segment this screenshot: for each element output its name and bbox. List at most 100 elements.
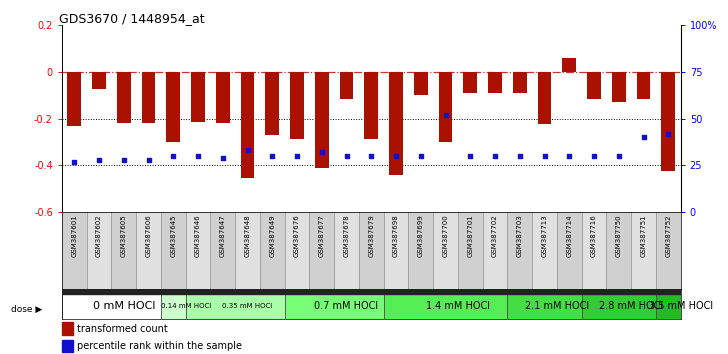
Bar (433, 212, 458, 289)
Bar (142, 72, 155, 123)
Point (192, 153, 204, 159)
Bar (464, 72, 477, 93)
Bar (235, 212, 260, 289)
Point (514, 153, 526, 159)
Bar (87, 212, 111, 289)
Text: 1.4 mM HOCl: 1.4 mM HOCl (426, 301, 490, 311)
Point (539, 153, 550, 159)
Text: GSM387605: GSM387605 (121, 215, 127, 257)
Point (489, 153, 501, 159)
Text: GSM387716: GSM387716 (591, 215, 597, 257)
Bar (285, 294, 384, 319)
Bar (285, 212, 309, 289)
Bar (538, 72, 551, 125)
Bar (62, 322, 73, 335)
Bar (216, 72, 229, 123)
Text: GSM387714: GSM387714 (566, 215, 572, 257)
Text: 0.7 mM HOCl: 0.7 mM HOCl (314, 301, 379, 311)
Bar (488, 72, 502, 93)
Bar (210, 212, 235, 289)
Point (68, 159, 80, 165)
Bar (266, 72, 279, 135)
Text: GSM387648: GSM387648 (245, 215, 250, 257)
Text: 0.35 mM HOCl: 0.35 mM HOCl (222, 303, 273, 309)
Text: GSM387677: GSM387677 (319, 215, 325, 257)
Point (662, 131, 674, 136)
Text: GSM387700: GSM387700 (443, 215, 448, 257)
Bar (631, 212, 656, 289)
Bar (167, 72, 180, 142)
Point (291, 153, 303, 159)
Bar (62, 340, 73, 352)
Bar (557, 212, 582, 289)
Bar (612, 72, 625, 102)
Bar (186, 212, 210, 289)
Text: 0.14 mM HOCl: 0.14 mM HOCl (160, 303, 211, 309)
Bar (62, 212, 87, 289)
Point (365, 153, 377, 159)
Text: GSM387606: GSM387606 (146, 215, 151, 257)
Bar (563, 58, 576, 72)
Text: transformed count: transformed count (77, 324, 168, 333)
Bar (439, 72, 452, 142)
Bar (161, 212, 186, 289)
Text: GSM387750: GSM387750 (616, 215, 622, 257)
Text: GSM387601: GSM387601 (71, 215, 77, 257)
Text: 2.1 mM HOCl: 2.1 mM HOCl (525, 301, 589, 311)
Text: 3.5 mM HOCl: 3.5 mM HOCl (649, 301, 713, 311)
Bar (606, 212, 631, 289)
Text: GSM387713: GSM387713 (542, 215, 547, 257)
Point (464, 153, 476, 159)
Bar (389, 72, 403, 175)
Bar (186, 294, 285, 319)
Bar (111, 212, 136, 289)
Bar (662, 72, 675, 171)
Point (415, 153, 427, 159)
Bar (359, 212, 384, 289)
Text: GSM387647: GSM387647 (220, 215, 226, 257)
Point (242, 148, 253, 153)
Point (613, 153, 625, 159)
Bar (92, 72, 106, 89)
Bar (62, 289, 681, 294)
Bar (587, 72, 601, 99)
Point (341, 153, 352, 159)
Text: 0 mM HOCl: 0 mM HOCl (92, 301, 155, 311)
Text: GSM387646: GSM387646 (195, 215, 201, 257)
Text: GSM387751: GSM387751 (641, 215, 646, 257)
Bar (241, 72, 254, 178)
Text: GSM387698: GSM387698 (393, 215, 399, 257)
Text: GSM387678: GSM387678 (344, 215, 349, 257)
Bar (340, 72, 353, 99)
Text: GSM387676: GSM387676 (294, 215, 300, 257)
Bar (384, 212, 408, 289)
Bar (161, 294, 186, 319)
Bar (136, 212, 161, 289)
Bar (656, 294, 681, 319)
Text: GSM387602: GSM387602 (96, 215, 102, 257)
Text: GSM387699: GSM387699 (418, 215, 424, 257)
Bar (458, 212, 483, 289)
Bar (582, 212, 606, 289)
Point (588, 153, 600, 159)
Bar (507, 212, 532, 289)
Text: percentile rank within the sample: percentile rank within the sample (77, 341, 242, 351)
Bar (315, 72, 328, 168)
Bar (513, 72, 526, 93)
Point (440, 112, 451, 118)
Point (217, 155, 229, 161)
Point (638, 135, 649, 140)
Text: 2.8 mM HOCl: 2.8 mM HOCl (599, 301, 663, 311)
Text: GSM387679: GSM387679 (368, 215, 374, 257)
Bar (290, 72, 304, 138)
Bar (637, 72, 650, 99)
Point (316, 149, 328, 155)
Bar (117, 72, 130, 123)
Bar (334, 212, 359, 289)
Bar (191, 72, 205, 122)
Text: GSM387702: GSM387702 (492, 215, 498, 257)
Bar (384, 294, 507, 319)
Point (118, 157, 130, 163)
Bar (68, 72, 81, 126)
Bar (260, 212, 285, 289)
